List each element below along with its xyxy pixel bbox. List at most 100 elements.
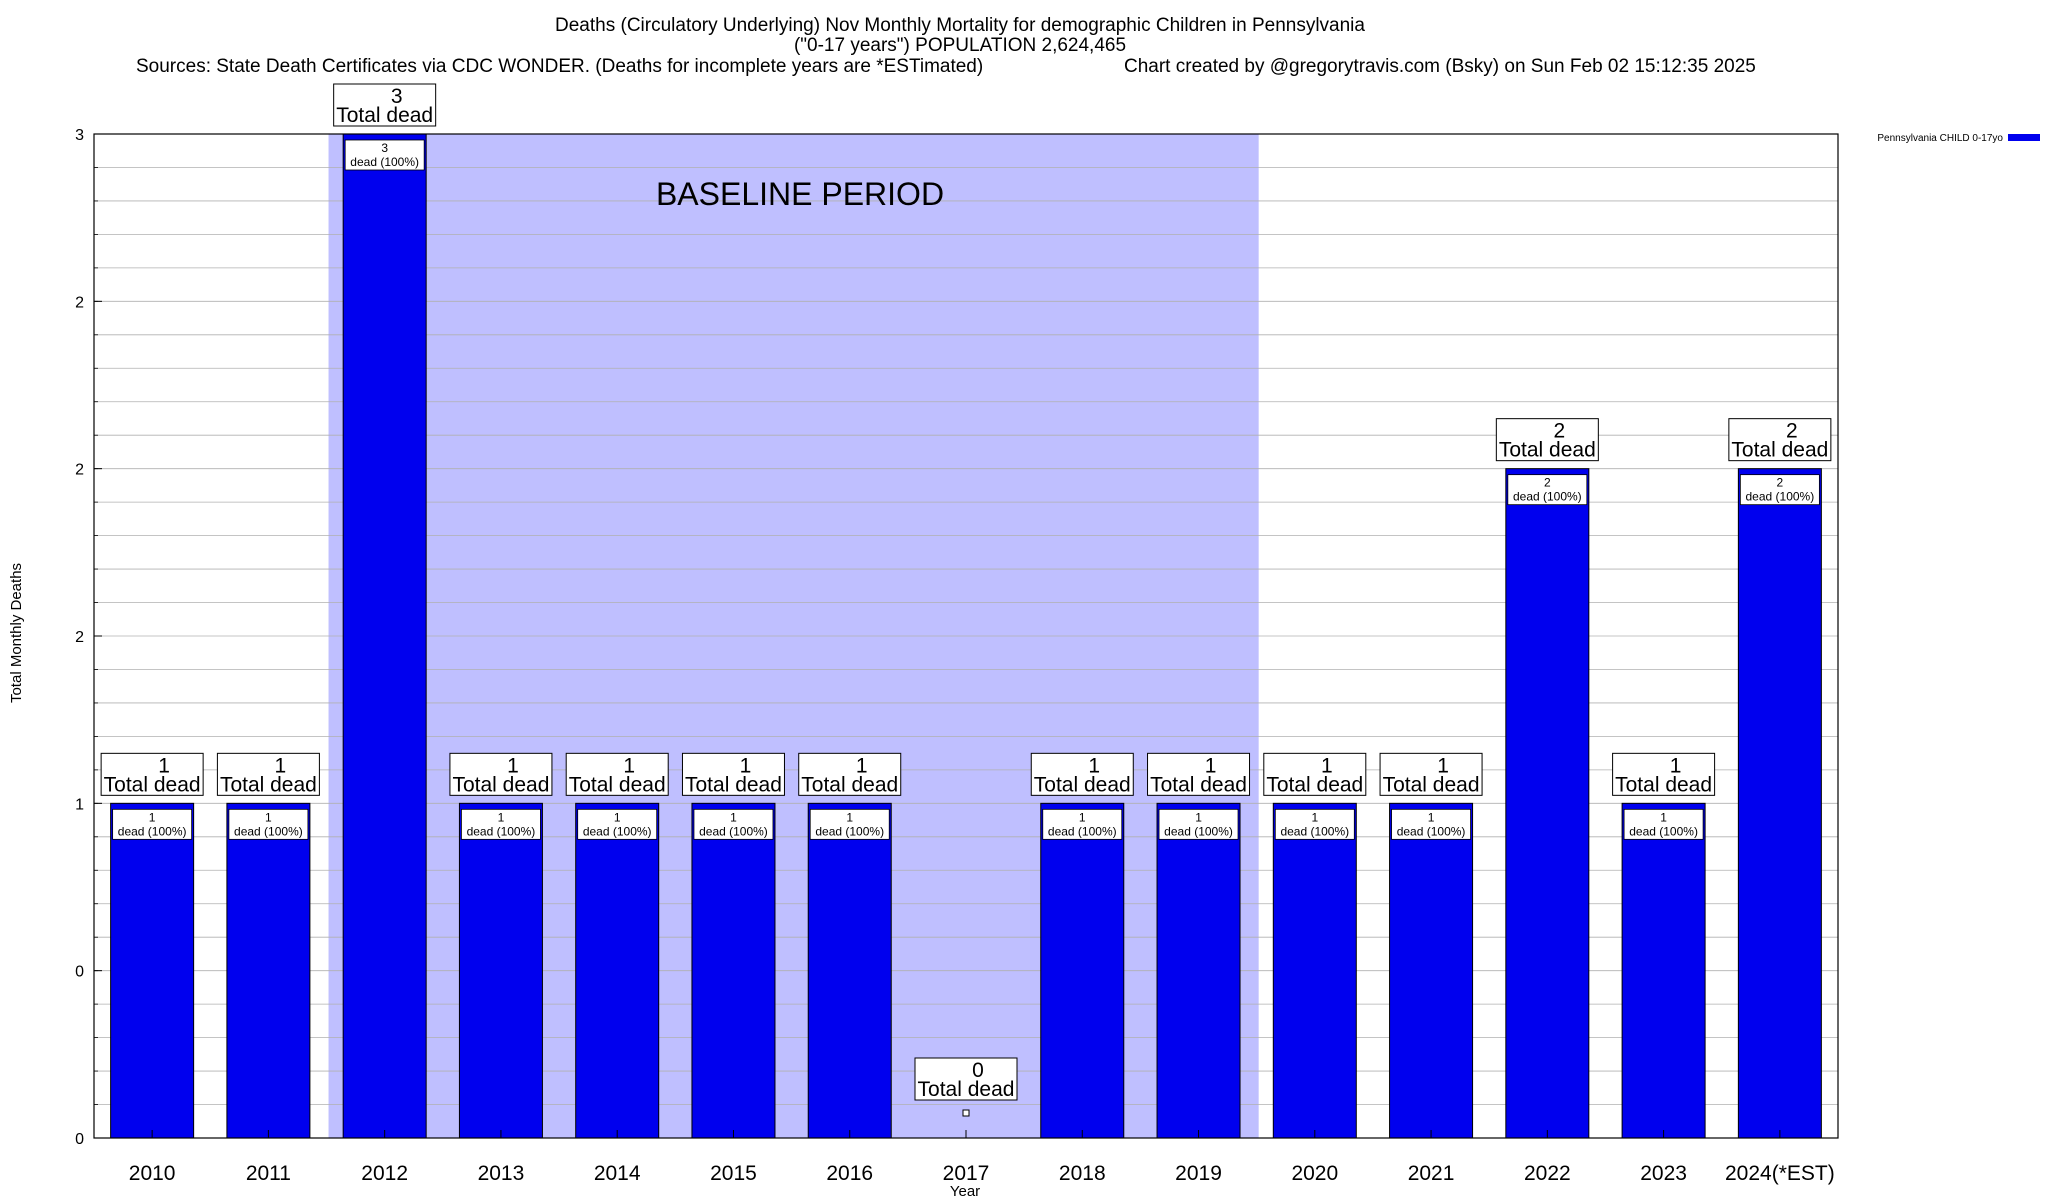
bar-inner-label-box	[1507, 474, 1588, 506]
bar-inner-count: 1	[265, 810, 272, 824]
total-label-value: 2	[1786, 420, 1798, 443]
x-tick-label-2016: 2016	[826, 1162, 873, 1185]
total-label-box	[1612, 752, 1716, 796]
total-label-box	[565, 752, 669, 796]
x-tick-label-2011: 2011	[246, 1162, 291, 1185]
total-label-caption: Total dead	[1499, 439, 1596, 462]
total-label-box	[1728, 418, 1832, 462]
bar-2013	[458, 802, 543, 1139]
bar-2015	[691, 802, 776, 1139]
bar-inner-caption: dead (100%)	[1746, 490, 1815, 504]
total-label-box	[1495, 418, 1599, 462]
x-tick-label-2023: 2023	[1640, 1162, 1687, 1185]
total-label-box	[216, 752, 320, 796]
bar-inner-count: 1	[1195, 810, 1202, 824]
total-label-value: 1	[275, 754, 287, 777]
x-tick-label-2018: 2018	[1059, 1162, 1106, 1185]
legend: Pennsylvania CHILD 0-17yo	[1877, 133, 2040, 144]
bar-inner-count: 1	[614, 810, 621, 824]
bar-inner-count: 1	[498, 810, 505, 824]
bar-inner-label-box	[1623, 808, 1704, 840]
x-axis-label: Year	[950, 1183, 980, 1200]
bar-inner-caption: dead (100%)	[1280, 824, 1349, 838]
total-label-value: 1	[856, 754, 868, 777]
total-label-caption: Total dead	[104, 773, 201, 796]
baseline-period-label: BASELINE PERIOD	[656, 176, 944, 212]
y-tick-label: 3	[75, 127, 84, 144]
total-label-box	[449, 752, 553, 796]
total-label-box	[798, 752, 902, 796]
bar-inner-caption: dead (100%)	[1397, 824, 1466, 838]
bar-2019	[1156, 802, 1241, 1139]
total-label-box	[1147, 752, 1251, 796]
total-label-caption: Total dead	[1383, 773, 1480, 796]
total-label-caption: Total dead	[1150, 773, 1247, 796]
total-label-caption: Total dead	[1615, 773, 1712, 796]
x-tick-label-2012: 2012	[361, 1162, 408, 1185]
total-label-value: 3	[391, 85, 403, 108]
x-tick-label-2024(*EST): 2024(*EST)	[1725, 1162, 1835, 1185]
x-tick-label-2014: 2014	[594, 1162, 641, 1185]
bar-inner-count: 1	[1311, 810, 1318, 824]
bar-inner-label-box	[1158, 808, 1239, 840]
total-label-value: 1	[1088, 754, 1100, 777]
total-label-value: 2	[1553, 420, 1565, 443]
total-label-box	[1030, 752, 1134, 796]
bar-inner-label-box	[1274, 808, 1355, 840]
x-tick-label-2021: 2021	[1408, 1162, 1455, 1185]
bar-inner-count: 2	[1544, 476, 1551, 490]
x-tick-label-2019: 2019	[1175, 1162, 1222, 1185]
total-label-caption: Total dead	[452, 773, 549, 796]
bar-inner-count: 2	[1777, 476, 1784, 490]
total-label-value: 0	[972, 1059, 984, 1082]
y-tick-label: 1	[75, 796, 84, 813]
bar-inner-caption: dead (100%)	[1048, 824, 1117, 838]
total-label-value: 1	[507, 754, 519, 777]
x-tick-label-2013: 2013	[478, 1162, 525, 1185]
bar-inner-label-box	[228, 808, 309, 840]
total-label-caption: Total dead	[1266, 773, 1363, 796]
total-label-caption: Total dead	[1731, 439, 1828, 462]
bar-inner-caption: dead (100%)	[699, 824, 768, 838]
total-label-caption: Total dead	[569, 773, 666, 796]
x-tick-label-2017: 2017	[943, 1162, 990, 1185]
total-label-box	[1379, 752, 1483, 796]
bar-inner-label-box	[344, 139, 425, 171]
bar-2020	[1272, 802, 1357, 1139]
bar-inner-caption: dead (100%)	[1164, 824, 1233, 838]
y-tick-label: 2	[75, 629, 84, 646]
total-label-box	[681, 752, 785, 796]
bar-inner-caption: dead (100%)	[583, 824, 652, 838]
bar-inner-label-box	[809, 808, 890, 840]
y-tick-label: 2	[75, 462, 84, 479]
x-tick-label-2010: 2010	[129, 1162, 176, 1185]
total-label-box	[1263, 752, 1367, 796]
bar-inner-count: 3	[381, 141, 388, 155]
bar-2022	[1505, 468, 1590, 1139]
bar-inner-label-box	[461, 808, 541, 840]
bar-2011	[226, 802, 311, 1139]
bar-2010	[110, 802, 195, 1139]
bar-inner-count: 1	[846, 810, 853, 824]
chart-credit: Chart created by @gregorytravis.com (Bsk…	[1124, 56, 1756, 77]
total-label-caption: Total dead	[1034, 773, 1131, 796]
chart-title-line-2: ("0-17 years") POPULATION 2,624,465	[794, 35, 1126, 56]
y-tick-label: 2	[75, 294, 84, 311]
bar-2018	[1040, 802, 1125, 1139]
bar-2017	[962, 1109, 970, 1117]
bar-inner-label-box	[112, 808, 193, 840]
bar-2016	[807, 802, 892, 1139]
total-label-value: 1	[1205, 754, 1217, 777]
bar-inner-label-box	[1042, 808, 1123, 840]
bar-inner-caption: dead (100%)	[1513, 490, 1582, 504]
bar-inner-caption: dead (100%)	[815, 824, 884, 838]
total-label-value: 1	[623, 754, 635, 777]
plot-border	[93, 133, 1839, 1139]
total-label-box	[100, 752, 204, 796]
total-label-box	[914, 1057, 1018, 1101]
total-label-caption: Total dead	[918, 1078, 1015, 1101]
total-label-value: 1	[1670, 754, 1682, 777]
